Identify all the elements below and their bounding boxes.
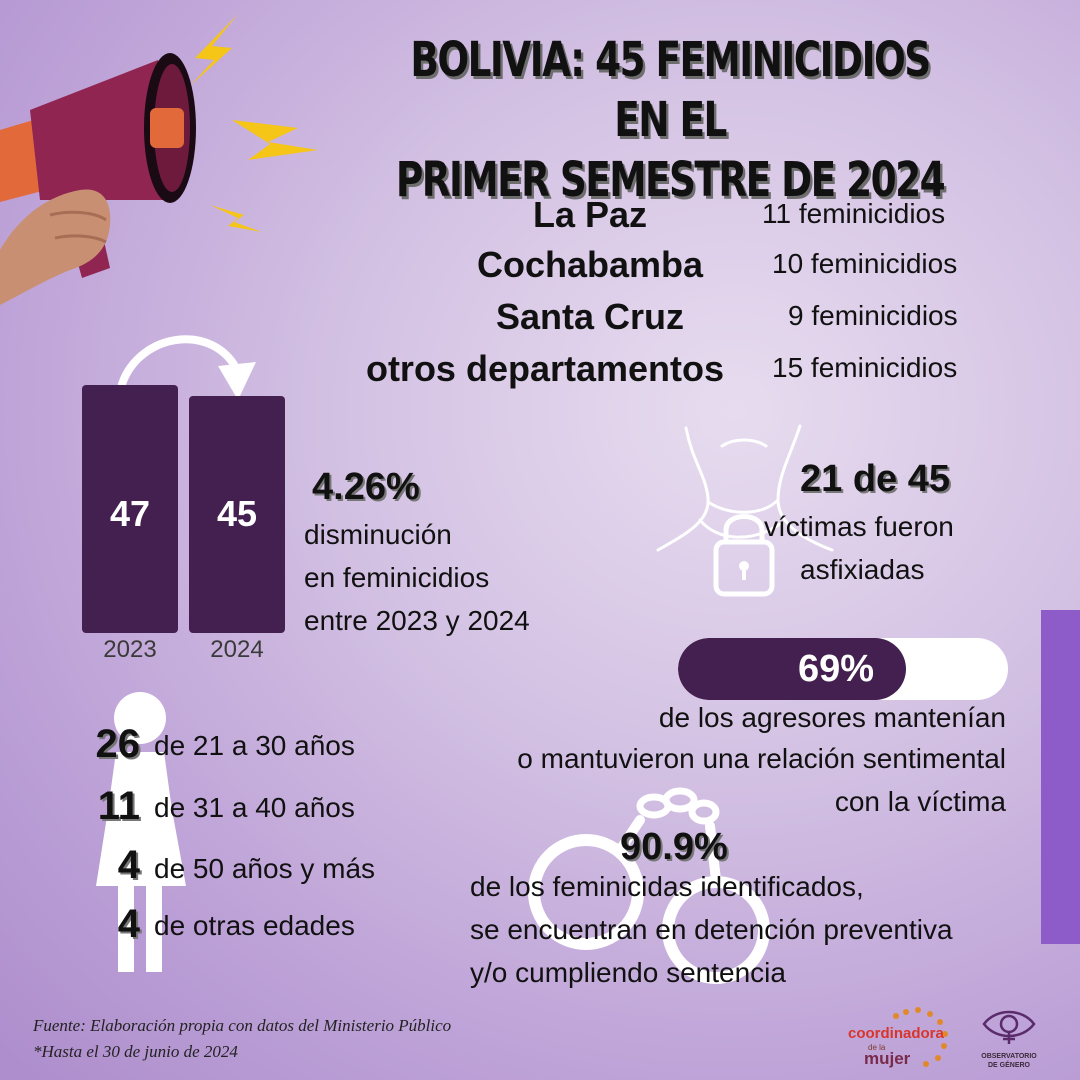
handcuffs-icon bbox=[528, 787, 770, 984]
woman-icon bbox=[96, 692, 186, 972]
detention-line-1: de los feminicidas identificados, bbox=[470, 871, 864, 902]
detention-line-3: y/o cumpliendo sentencia bbox=[470, 957, 786, 988]
asphyxia-stat: 21 de 45 bbox=[800, 458, 950, 500]
year-label-2024: 2024 bbox=[210, 636, 264, 663]
decrease-percent: 4.26% bbox=[312, 466, 420, 508]
footer-note: *Hasta el 30 de junio de 2024 bbox=[33, 1042, 238, 1061]
aggressors-line-2: o mantuvieron una relación sentimental bbox=[517, 743, 1006, 774]
observatorio-logo-mark: OBSERVATORIO DE GÉNERO bbox=[981, 1010, 1037, 1069]
neck-lock-icon bbox=[656, 424, 834, 597]
bar-2023-value: 47 bbox=[109, 493, 151, 534]
title-line-1: BOLIVIA: 45 FEMINICIDIOS EN EL bbox=[410, 32, 931, 148]
year-label-2023: 2023 bbox=[103, 636, 157, 663]
coordinadora-logo: coordinadora de la mujer bbox=[846, 1004, 950, 1068]
aggressors-line-1: de los agresores mantenían bbox=[658, 702, 1006, 733]
asphyxia-line-2: asfixiadas bbox=[800, 554, 925, 585]
aggressors-line-3: con la víctima bbox=[834, 786, 1006, 817]
bar-2023: 47 bbox=[82, 385, 178, 633]
dept-name: Santa Cruz bbox=[495, 296, 685, 337]
aggressors-progress-bar: 69% bbox=[678, 638, 1008, 700]
decrease-line-2: en feminicidios bbox=[304, 562, 490, 593]
decrease-line-3: entre 2023 y 2024 bbox=[304, 605, 530, 636]
bar-2024-value: 45 bbox=[216, 493, 258, 534]
age-count: 4 bbox=[117, 902, 140, 946]
accent-strip bbox=[1041, 610, 1080, 944]
aggressors-percent: 69% bbox=[798, 648, 875, 690]
dept-name: La Paz bbox=[532, 194, 648, 235]
curved-arrow-icon bbox=[118, 335, 256, 400]
coordinadora-logo-mark: coordinadora de la mujer bbox=[848, 1007, 948, 1068]
svg-text:de la: de la bbox=[868, 1043, 886, 1052]
age-count: 26 bbox=[95, 722, 141, 766]
aggressors-progress-fill bbox=[678, 638, 906, 700]
observatorio-logo: OBSERVATORIO DE GÉNERO bbox=[974, 1000, 1044, 1074]
age-count: 11 bbox=[97, 784, 140, 828]
bar-2024: 45 bbox=[189, 396, 285, 633]
asphyxia-line-1: víctimas fueron bbox=[764, 511, 954, 542]
age-count: 4 bbox=[117, 843, 140, 887]
svg-text:coordinadora: coordinadora bbox=[848, 1025, 945, 1042]
dept-count: 11 feminicidios bbox=[762, 198, 946, 229]
page-title: BOLIVIA: 45 FEMINICIDIOS EN EL PRIMER SE… bbox=[389, 30, 951, 210]
decrease-line-1: disminución bbox=[304, 519, 452, 550]
title-line-2: PRIMER SEMESTRE DE 2024 bbox=[395, 152, 946, 208]
dept-name: Cochabamba bbox=[476, 244, 704, 285]
detention-line-2: se encuentran en detención preventiva bbox=[470, 914, 953, 945]
age-label: de 21 a 30 años bbox=[154, 730, 355, 761]
footer-source: Fuente: Elaboración propia con datos del… bbox=[33, 1016, 452, 1035]
svg-text:DE GÉNERO: DE GÉNERO bbox=[988, 1060, 1031, 1069]
dept-count: 10 feminicidios bbox=[772, 248, 958, 279]
age-label: de 31 a 40 años bbox=[154, 792, 355, 823]
detention-percent: 90.9% bbox=[620, 826, 728, 868]
svg-text:OBSERVATORIO: OBSERVATORIO bbox=[981, 1053, 1037, 1060]
svg-text:mujer: mujer bbox=[864, 1049, 911, 1068]
dept-count: 15 feminicidios bbox=[772, 352, 958, 383]
age-label: de 50 años y más bbox=[154, 853, 376, 884]
age-label: de otras edades bbox=[154, 910, 355, 941]
dept-name: otros departamentos bbox=[365, 348, 725, 389]
megaphone-icon bbox=[0, 14, 318, 305]
dept-count: 9 feminicidios bbox=[788, 300, 958, 331]
